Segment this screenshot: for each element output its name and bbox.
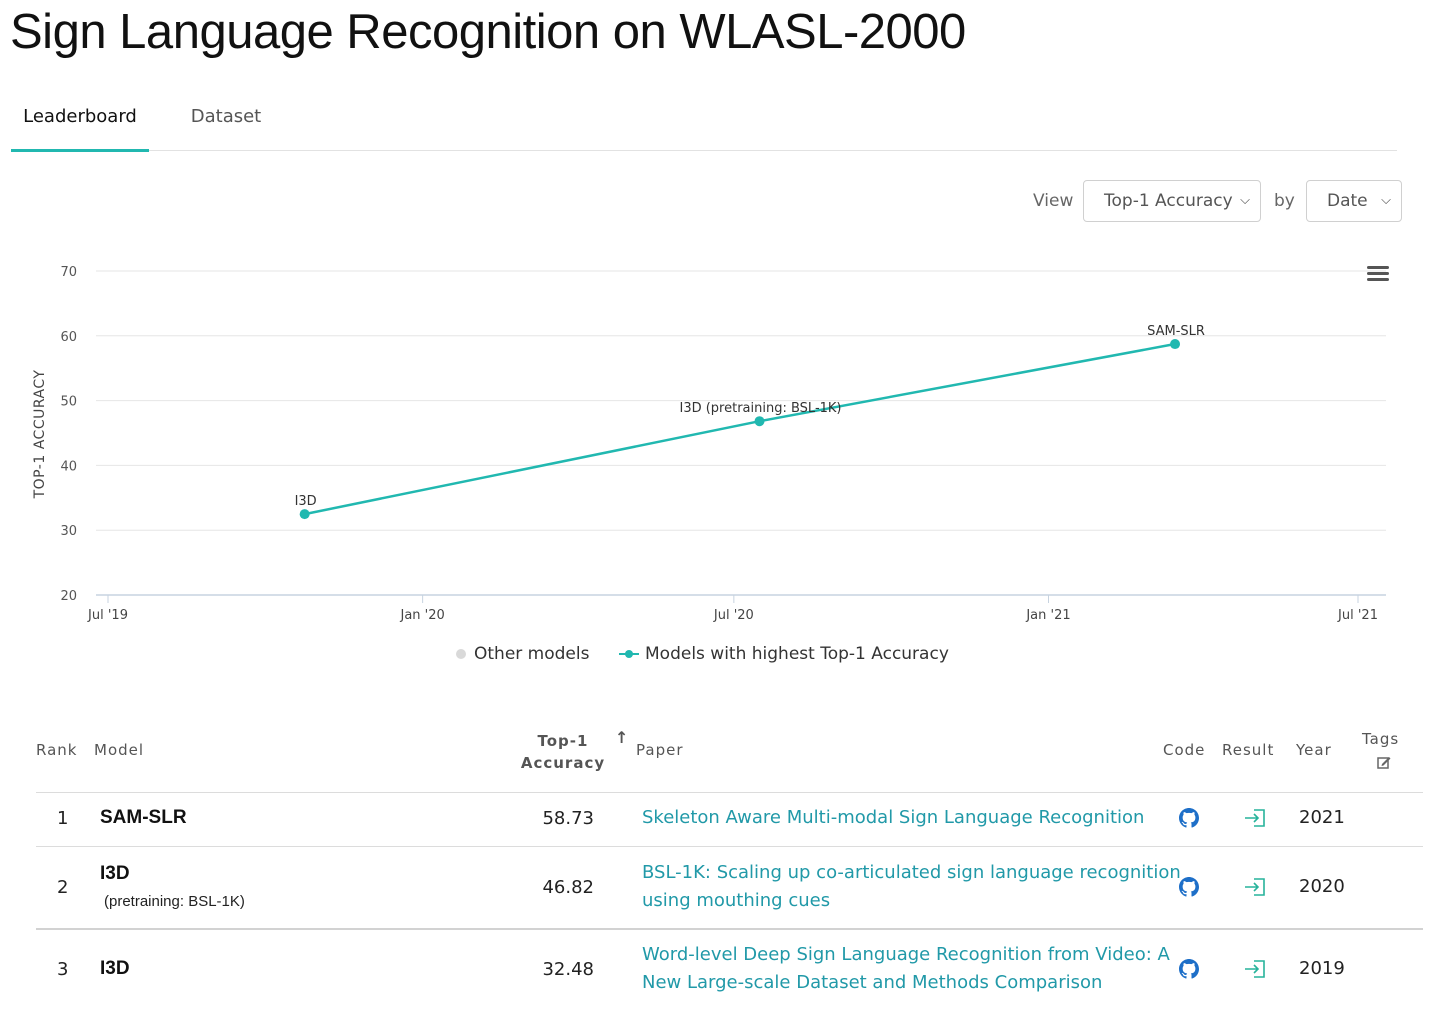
- paper-link-line1: Word-level Deep Sign Language Recognitio…: [642, 944, 1170, 965]
- github-icon[interactable]: [1179, 877, 1199, 897]
- col-header-paper: Paper: [636, 741, 684, 759]
- y-tick-label: 70: [60, 265, 77, 280]
- year-cell: 2020: [1299, 876, 1345, 897]
- x-tick-label: Jul '19: [87, 608, 128, 623]
- x-tick-label: Jan '20: [399, 608, 444, 623]
- model-name-link[interactable]: SAM-SLR: [100, 807, 187, 828]
- metric-value: 46.82: [542, 877, 594, 898]
- data-label: I3D (pretraining: BSL-1K): [679, 401, 841, 416]
- x-tick-label: Jan '21: [1025, 608, 1070, 623]
- chevron-down-icon: ⌵: [1240, 193, 1250, 208]
- col-header-metric-line2: Accuracy: [520, 754, 606, 772]
- y-tick-label: 60: [60, 330, 77, 345]
- chevron-down-icon: ⌵: [1381, 193, 1391, 208]
- legend-label-best: Models with highest Top-1 Accuracy: [645, 644, 949, 664]
- metric-select[interactable]: Top-1 Accuracy ⌵: [1083, 180, 1261, 222]
- metric-value: 32.48: [542, 959, 594, 980]
- data-point: [1170, 339, 1181, 350]
- legend-item-best-models[interactable]: Models with highest Top-1 Accuracy: [619, 644, 949, 664]
- model-name-link[interactable]: I3D: [100, 863, 130, 884]
- page-title: Sign Language Recognition on WLASL-2000: [10, 5, 966, 59]
- y-tick-label: 30: [60, 524, 77, 539]
- rank-cell: 2: [57, 877, 69, 898]
- paper-link-line2: New Large-scale Dataset and Methods Comp…: [642, 972, 1103, 993]
- rank-cell: 1: [57, 808, 69, 829]
- tab-dataset[interactable]: Dataset: [190, 106, 262, 127]
- sort-arrow-icon[interactable]: ↑: [615, 728, 630, 747]
- col-header-tags: Tags: [1362, 730, 1400, 748]
- legend-item-other-models[interactable]: Other models: [456, 644, 589, 664]
- paper-link-line1: BSL-1K: Scaling up co-articulated sign l…: [642, 862, 1181, 883]
- data-point: [754, 416, 765, 427]
- rank-cell: 3: [57, 959, 69, 980]
- row-divider: [36, 792, 1423, 793]
- col-header-metric-line1: Top-1: [537, 732, 589, 750]
- y-tick-label: 20: [60, 589, 77, 604]
- col-header-top1-accuracy[interactable]: Top-1 Accuracy: [520, 730, 606, 774]
- metric-value: 58.73: [542, 808, 594, 829]
- github-icon[interactable]: [1179, 808, 1199, 828]
- metric-select-value: Top-1 Accuracy: [1104, 191, 1233, 211]
- y-tick-label: 40: [60, 459, 77, 474]
- result-link-icon[interactable]: [1244, 809, 1266, 827]
- paper-link[interactable]: BSL-1K: Scaling up co-articulated sign l…: [642, 859, 1181, 915]
- chart-series: I3D I3D (pretraining: BSL-1K) SAM-SLR: [295, 324, 1205, 520]
- axis-select-value: Date: [1327, 191, 1368, 211]
- year-cell: 2019: [1299, 958, 1345, 979]
- data-label: SAM-SLR: [1147, 324, 1205, 339]
- tab-leaderboard[interactable]: Leaderboard: [11, 88, 149, 152]
- data-label: I3D: [295, 494, 317, 509]
- col-header-result: Result: [1222, 741, 1275, 759]
- model-details: (pretraining: BSL-1K): [104, 893, 245, 910]
- view-label: View: [1033, 191, 1074, 211]
- col-header-code: Code: [1163, 741, 1206, 759]
- result-link-icon[interactable]: [1244, 878, 1266, 896]
- row-divider: [36, 846, 1423, 847]
- paper-link[interactable]: Word-level Deep Sign Language Recognitio…: [642, 941, 1170, 997]
- col-header-model: Model: [94, 741, 145, 759]
- github-icon[interactable]: [1179, 959, 1199, 979]
- series-line-best: [304, 342, 1176, 516]
- col-header-year: Year: [1296, 741, 1332, 759]
- year-cell: 2021: [1299, 807, 1345, 828]
- result-link-icon[interactable]: [1244, 960, 1266, 978]
- col-header-rank: Rank: [36, 741, 78, 759]
- x-tick-label: Jul '20: [713, 608, 754, 623]
- edit-tags-icon[interactable]: [1377, 755, 1391, 769]
- legend-label-other: Other models: [474, 644, 590, 664]
- tab-bar: Leaderboard Dataset: [11, 88, 1397, 152]
- data-point: [299, 509, 310, 520]
- leaderboard-chart: 20 30 40 50 60 70 Jul '19 Jan '20 Jul '20 Jan '21…: [32, 265, 1389, 623]
- axis-select[interactable]: Date ⌵: [1306, 180, 1402, 222]
- chart-axes: 20 30 40 50 60 70 Jul '19 Jan '20 Jul '20 Jan '21…: [60, 265, 1386, 623]
- paper-link[interactable]: Skeleton Aware Multi-modal Sign Language…: [642, 807, 1145, 828]
- row-divider: [36, 928, 1423, 930]
- x-tick-label: Jul '21: [1337, 608, 1378, 623]
- paper-link-line2: using mouthing cues: [642, 890, 831, 911]
- y-tick-label: 50: [60, 395, 77, 410]
- chart-menu-icon[interactable]: [1367, 266, 1389, 281]
- chart-grid: [96, 270, 1386, 531]
- by-label: by: [1274, 191, 1295, 211]
- legend-marker-best: [619, 650, 639, 658]
- model-name-link[interactable]: I3D: [100, 958, 130, 979]
- legend-marker-other: [456, 649, 466, 659]
- y-axis-label: TOP-1 ACCURACY: [32, 370, 48, 500]
